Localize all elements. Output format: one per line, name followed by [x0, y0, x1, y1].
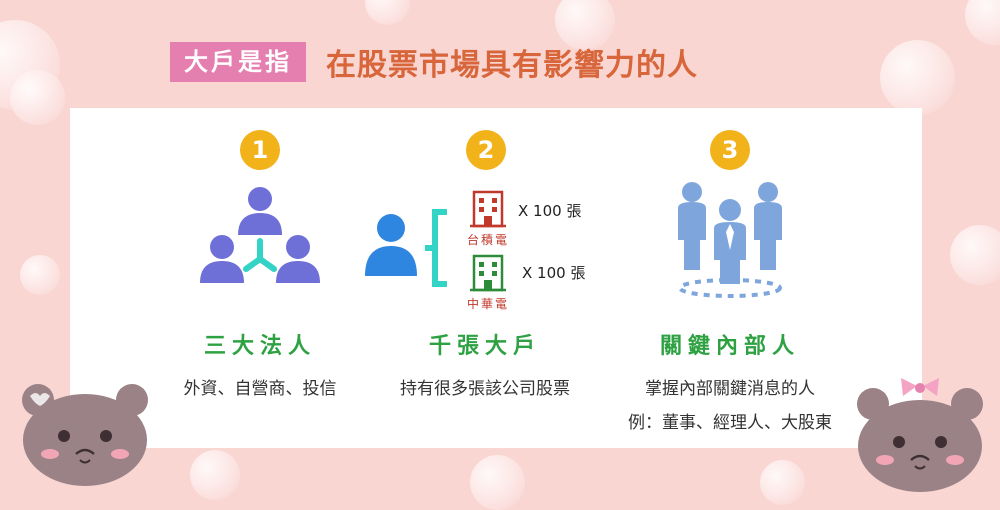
- heading-1: 三大法人: [203, 334, 316, 359]
- bracket-connector-icon: [425, 209, 447, 287]
- desc-3-line-2: 例：董事、經理人、大股東: [628, 413, 832, 433]
- bubble-decoration: [20, 255, 60, 295]
- bubble-decoration: [965, 0, 1000, 45]
- bubble-decoration: [760, 460, 805, 505]
- desc-1-line-1: 外資、自營商、投信: [183, 379, 337, 399]
- number-badge-1: 1: [240, 130, 280, 170]
- bubble-decoration: [365, 0, 410, 25]
- investor-person-icon: [365, 214, 417, 276]
- title-tag: 大戶是指: [170, 42, 306, 82]
- heading-3: 關鍵內部人: [659, 334, 800, 359]
- company-label-1: 台積電: [467, 233, 510, 247]
- bubble-decoration: [880, 40, 955, 115]
- heading-2: 千張大戶: [428, 334, 541, 359]
- number-badge-3: 3: [710, 130, 750, 170]
- title-text: 在股票市場具有影響力的人: [326, 48, 698, 83]
- key-insiders-icon: [678, 182, 782, 298]
- multiplier-2: X 100 張: [522, 264, 586, 282]
- bear-mascot-right: [857, 378, 983, 492]
- company-label-2: 中華電: [467, 297, 510, 311]
- bubble-decoration: [190, 450, 240, 500]
- number-badge-2: 2: [466, 130, 506, 170]
- building-icon-green: [470, 254, 506, 292]
- building-icon-red: [470, 190, 506, 228]
- institutional-investors-icon: [200, 187, 320, 283]
- bubble-decoration: [950, 225, 1000, 285]
- bubble-decoration: [10, 70, 65, 125]
- bubble-decoration: [470, 455, 525, 510]
- title-row: 大戶是指 在股票市場具有影響力的人: [170, 40, 698, 84]
- desc-3-line-1: 掌握內部關鍵消息的人: [645, 379, 815, 399]
- bear-mascot-left: [22, 384, 148, 486]
- multiplier-1: X 100 張: [518, 202, 582, 220]
- bubble-decoration: [555, 0, 615, 50]
- desc-2-line-1: 持有很多張該公司股票: [400, 379, 570, 399]
